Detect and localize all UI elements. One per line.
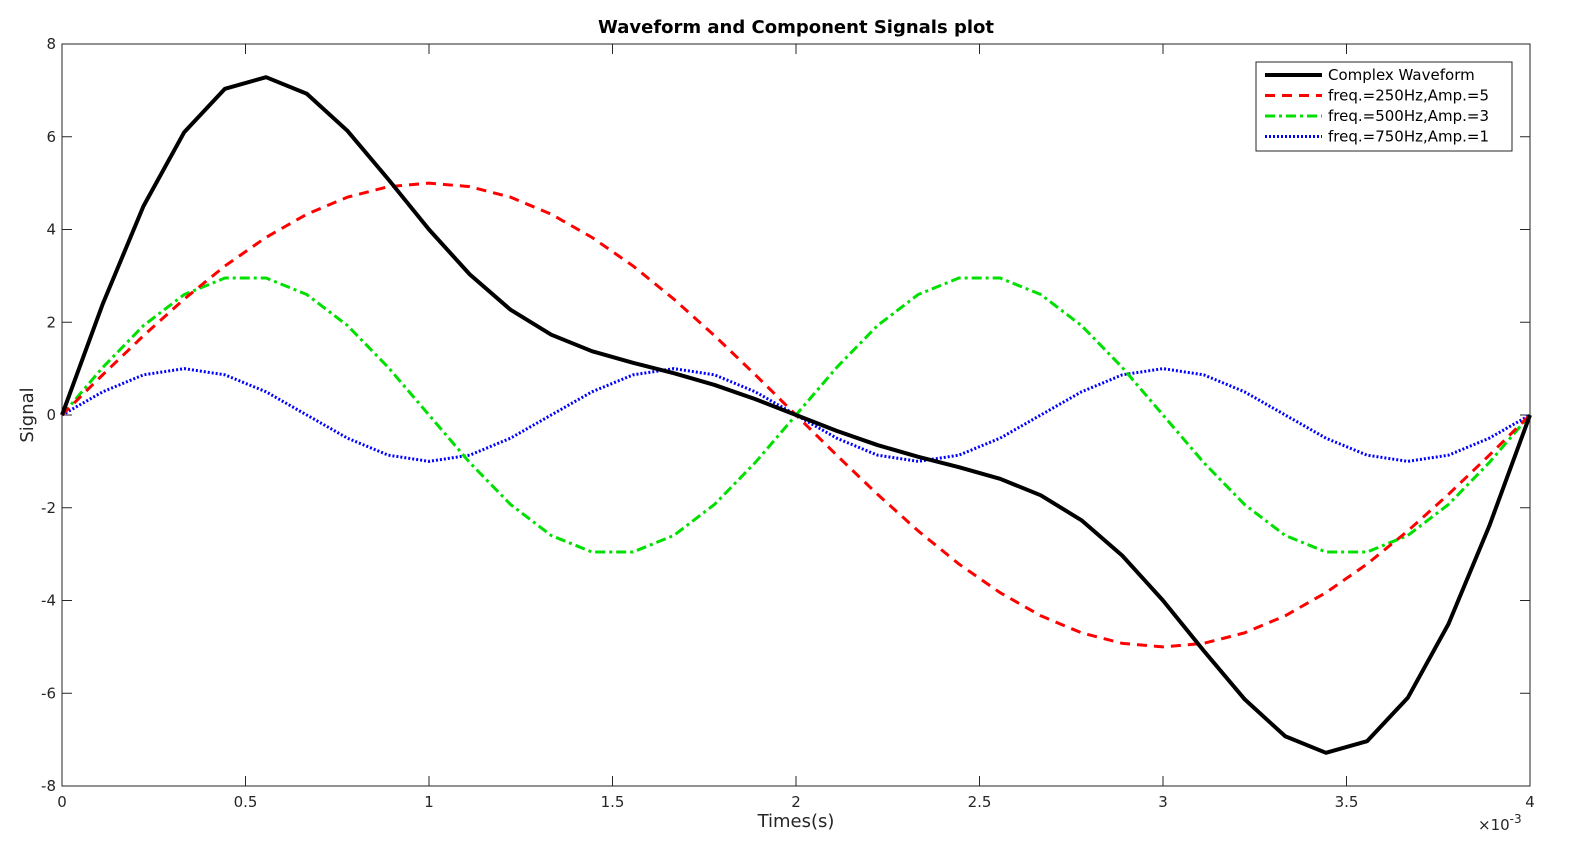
series-line-complex-waveform xyxy=(60,75,1532,755)
x-axis-label: Times(s) xyxy=(757,811,835,832)
y-tick-label: -8 xyxy=(41,777,56,795)
y-axis-label: Signal xyxy=(17,387,38,442)
legend-label: Complex Waveform xyxy=(1328,66,1475,84)
x-tick-label: 0.5 xyxy=(234,793,258,811)
y-tick-label: 6 xyxy=(46,128,56,146)
y-tick-label: 2 xyxy=(46,313,56,331)
x-tick-label: 1 xyxy=(424,793,434,811)
chart-title: Waveform and Component Signals plot xyxy=(598,17,994,38)
x-tick-label: 3.5 xyxy=(1335,793,1359,811)
x-tick-label: 4 xyxy=(1525,793,1535,811)
x-tick-label: 2 xyxy=(791,793,801,811)
y-tick-label: -6 xyxy=(41,684,56,702)
legend-label: freq.=750Hz,Amp.=1 xyxy=(1328,128,1489,146)
x-tick-label: 3 xyxy=(1158,793,1168,811)
legend-label: freq.=250Hz,Amp.=5 xyxy=(1328,87,1489,105)
x-tick-label: 1.5 xyxy=(601,793,625,811)
x-tick-label: 2.5 xyxy=(968,793,992,811)
x-exponent-label: ×10-3 xyxy=(1478,812,1522,834)
y-tick-label: -4 xyxy=(41,592,56,610)
legend: Complex Waveform freq.=250Hz,Amp.=5 freq.=… xyxy=(1255,61,1513,152)
y-tick-label: 8 xyxy=(46,35,56,53)
y-tick-label: -2 xyxy=(41,499,56,517)
legend-label: freq.=500Hz,Amp.=3 xyxy=(1328,107,1489,125)
y-tick-label: 4 xyxy=(46,221,56,239)
x-tick-label: 0 xyxy=(57,793,67,811)
y-tick-label: 0 xyxy=(46,406,56,424)
